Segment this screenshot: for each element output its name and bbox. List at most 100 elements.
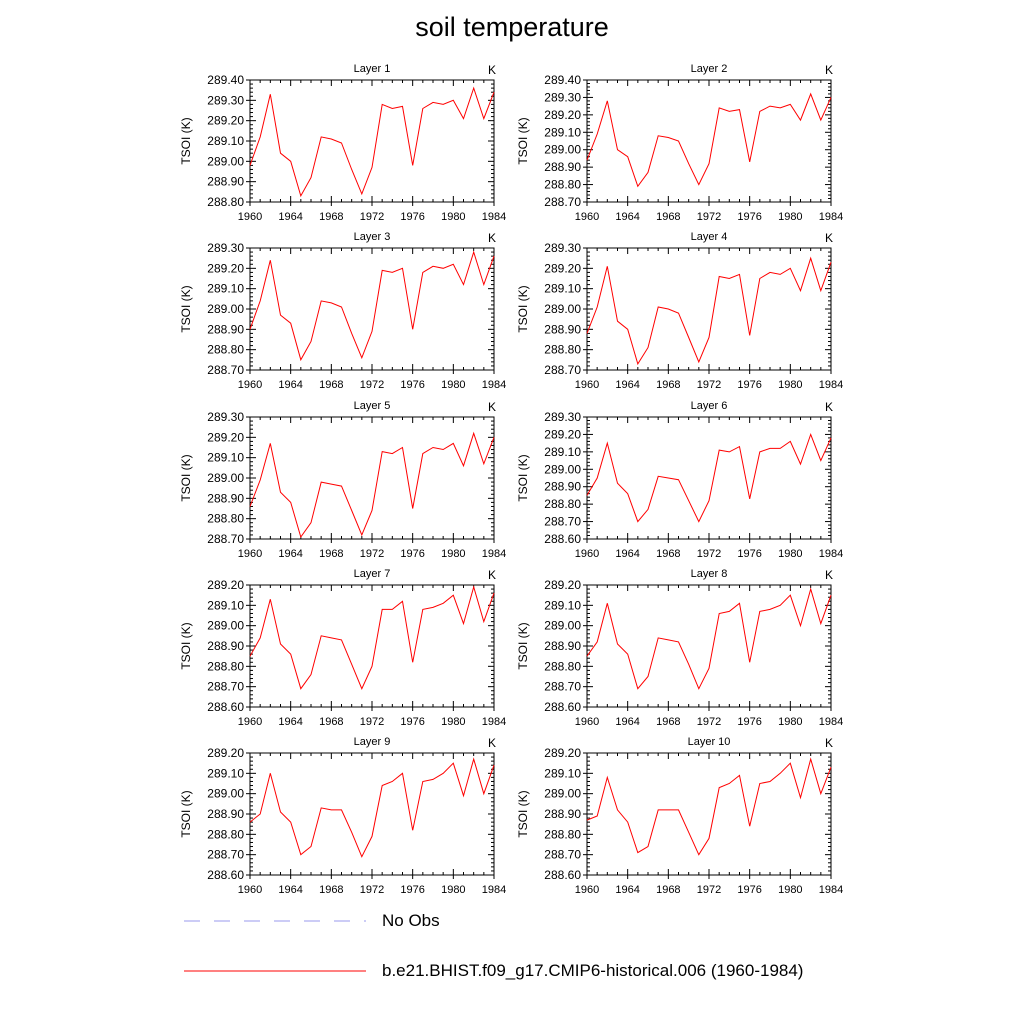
y-tick-label: 289.00 <box>207 154 244 168</box>
y-tick-label: 289.20 <box>207 430 244 444</box>
y-tick-label: 288.90 <box>544 480 581 494</box>
x-tick-label: 1968 <box>656 379 680 391</box>
x-tick-label: 1960 <box>238 379 262 391</box>
y-tick-label: 288.60 <box>544 700 581 714</box>
panel-title: Layer 5 <box>354 400 391 412</box>
series-line <box>586 92 832 188</box>
x-tick-label: 1964 <box>278 716 302 728</box>
y-tick-label: 288.80 <box>544 827 581 841</box>
y-tick-label: 288.90 <box>544 322 581 336</box>
y-axis-label: TSOI (K) <box>179 285 193 332</box>
y-tick-label: 289.00 <box>207 302 244 316</box>
x-tick-label: 1960 <box>238 884 262 896</box>
plot-frame <box>586 247 832 371</box>
y-tick-label: 288.80 <box>544 497 581 511</box>
y-tick-label: 289.00 <box>544 619 581 633</box>
plot-frame <box>586 416 832 540</box>
y-tick-label: 288.90 <box>544 807 581 821</box>
y-tick-label: 289.20 <box>544 261 581 275</box>
y-tick-label: 288.70 <box>207 532 244 546</box>
x-tick-label: 1972 <box>697 716 721 728</box>
x-tick-label: 1968 <box>656 548 680 560</box>
series-line <box>586 432 832 523</box>
panel-title: Layer 10 <box>688 736 731 748</box>
panel-title: Layer 6 <box>691 400 728 412</box>
panel-layer-9: 1960 1964 1968 1972 1976 1980 1984 288.60 288.70… <box>179 736 506 896</box>
x-tick-label: 1960 <box>575 379 599 391</box>
x-tick-label: 1972 <box>360 379 384 391</box>
x-tick-label: 1976 <box>400 716 424 728</box>
x-tick-label: 1972 <box>697 884 721 896</box>
units-label: K <box>825 400 833 414</box>
y-axis-label: TSOI (K) <box>516 285 530 332</box>
series-line <box>586 587 832 690</box>
x-tick-label: 1976 <box>737 548 761 560</box>
y-axis-label: TSOI (K) <box>516 117 530 164</box>
y-tick-label: 288.70 <box>544 680 581 694</box>
y-axis-label: TSOI (K) <box>179 622 193 669</box>
x-tick-label: 1960 <box>238 211 262 223</box>
x-tick-label: 1972 <box>360 884 384 896</box>
y-tick-label: 288.90 <box>544 639 581 653</box>
x-tick-label: 1980 <box>778 884 802 896</box>
x-tick-label: 1980 <box>778 548 802 560</box>
x-tick-label: 1968 <box>319 548 343 560</box>
y-tick-label: 289.20 <box>207 261 244 275</box>
y-tick-label: 288.90 <box>207 639 244 653</box>
y-tick-label: 289.00 <box>207 787 244 801</box>
units-label: K <box>488 400 496 414</box>
series-line <box>249 86 495 198</box>
y-tick-label: 288.60 <box>207 868 244 882</box>
series-line <box>249 431 495 539</box>
x-tick-label: 1964 <box>278 884 302 896</box>
panel-layer-4: 1960 1964 1968 1972 1976 1980 1984 288.70 288.80… <box>516 231 843 391</box>
x-tick-label: 1968 <box>319 716 343 728</box>
y-tick-label: 289.00 <box>544 143 581 157</box>
x-tick-label: 1976 <box>737 716 761 728</box>
x-tick-label: 1984 <box>482 884 506 896</box>
x-tick-label: 1972 <box>360 548 384 560</box>
y-tick-label: 289.30 <box>544 90 581 104</box>
y-tick-label: 289.40 <box>544 73 581 87</box>
y-tick-label: 288.80 <box>207 659 244 673</box>
panel-layer-2: 1960 1964 1968 1972 1976 1980 1984 288.70 288.80… <box>516 63 843 223</box>
panel-layer-5: 1960 1964 1968 1972 1976 1980 1984 288.70 288.80… <box>179 400 506 560</box>
x-tick-label: 1968 <box>656 211 680 223</box>
y-tick-label: 289.10 <box>207 134 244 148</box>
x-tick-label: 1984 <box>819 716 843 728</box>
x-tick-label: 1960 <box>575 884 599 896</box>
y-tick-label: 289.10 <box>207 451 244 465</box>
y-tick-label: 288.80 <box>207 343 244 357</box>
plot-frame <box>586 79 832 203</box>
figure-title: soil temperature <box>415 12 609 42</box>
y-tick-label: 288.80 <box>207 827 244 841</box>
y-tick-label: 288.80 <box>207 195 244 209</box>
y-tick-label: 288.90 <box>544 160 581 174</box>
y-tick-label: 289.00 <box>544 787 581 801</box>
y-axis-label: TSOI (K) <box>179 790 193 837</box>
panel-title: Layer 3 <box>354 231 391 243</box>
x-tick-label: 1980 <box>441 211 465 223</box>
y-tick-label: 288.90 <box>207 322 244 336</box>
x-tick-label: 1964 <box>615 716 639 728</box>
series-line <box>249 585 495 690</box>
x-tick-label: 1964 <box>278 379 302 391</box>
x-tick-label: 1968 <box>319 884 343 896</box>
x-tick-label: 1984 <box>819 379 843 391</box>
series-line <box>249 757 495 858</box>
x-tick-label: 1980 <box>778 379 802 391</box>
panel-layer-1: 1960 1964 1968 1972 1976 1980 1984 288.80 288.90… <box>179 63 506 223</box>
y-tick-label: 288.70 <box>544 195 581 209</box>
y-tick-label: 289.30 <box>544 410 581 424</box>
units-label: K <box>488 231 496 245</box>
y-tick-label: 289.10 <box>544 766 581 780</box>
y-tick-label: 288.70 <box>207 363 244 377</box>
series-line <box>249 250 495 362</box>
units-label: K <box>488 568 496 582</box>
x-tick-label: 1964 <box>615 211 639 223</box>
x-tick-label: 1984 <box>819 211 843 223</box>
y-tick-label: 289.30 <box>207 410 244 424</box>
panel-layer-3: 1960 1964 1968 1972 1976 1980 1984 288.70 288.80… <box>179 231 506 391</box>
x-tick-label: 1976 <box>400 379 424 391</box>
